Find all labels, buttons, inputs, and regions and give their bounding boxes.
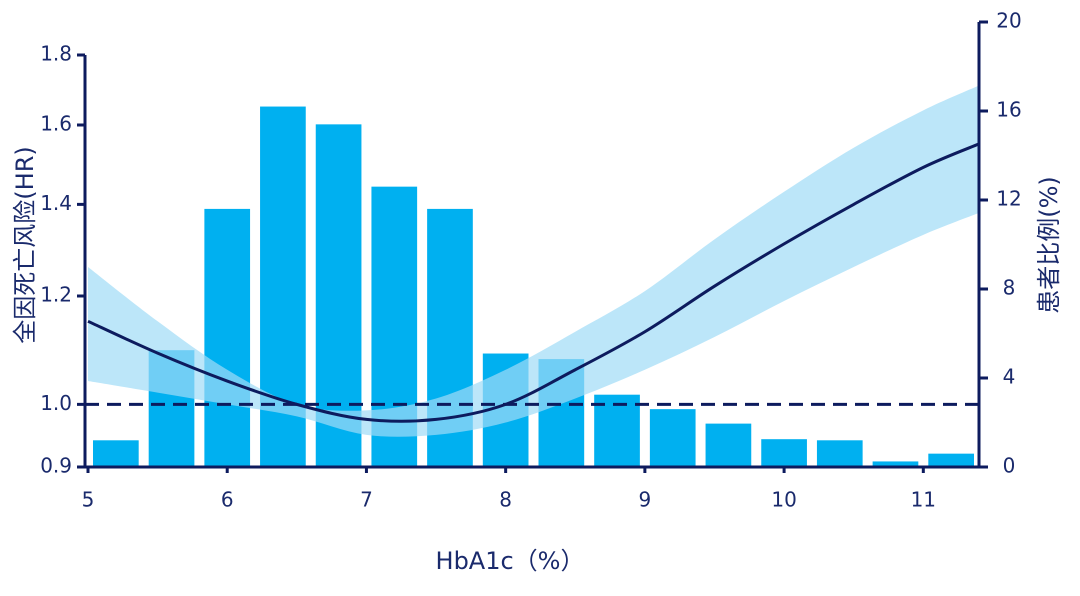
bar — [93, 440, 139, 467]
x-axis-title: HbA1c（%） — [436, 547, 585, 575]
y2-tick-label: 16 — [996, 98, 1021, 122]
x-tick-label: 8 — [499, 488, 512, 512]
x-tick-label: 6 — [221, 488, 234, 512]
bar — [204, 208, 251, 467]
x-tick-label: 5 — [82, 488, 95, 512]
x-tick-label: 11 — [911, 488, 936, 512]
y-tick-label: 1.4 — [40, 191, 72, 215]
bar — [705, 423, 752, 467]
y2-tick-label: 20 — [996, 9, 1021, 33]
ci-band — [88, 85, 979, 437]
y-tick-label: 0.9 — [40, 454, 72, 478]
x-tick-label: 7 — [360, 488, 373, 512]
x-tick-label: 9 — [639, 488, 652, 512]
hr-curve — [87, 142, 980, 423]
y-tick-label: 1.0 — [40, 391, 72, 415]
y-tick-label: 1.6 — [40, 112, 72, 136]
y2-tick-label: 4 — [1003, 365, 1016, 389]
bar — [872, 461, 919, 467]
y-tick-label: 1.2 — [40, 283, 72, 307]
bar — [594, 394, 640, 467]
y2-tick-label: 8 — [1003, 276, 1016, 300]
y-tick-label: 1.8 — [40, 42, 72, 66]
y2-axis-title: 患者比例(%) — [1035, 176, 1063, 314]
bar — [928, 453, 974, 467]
y2-tick-label: 12 — [996, 187, 1021, 211]
x-tick-label: 10 — [771, 488, 796, 512]
bar — [761, 439, 807, 467]
bar — [649, 409, 696, 467]
bar — [816, 440, 863, 467]
y-axis-title: 全因死亡风险(HR) — [11, 146, 39, 343]
y2-tick-label: 0 — [1003, 454, 1016, 478]
